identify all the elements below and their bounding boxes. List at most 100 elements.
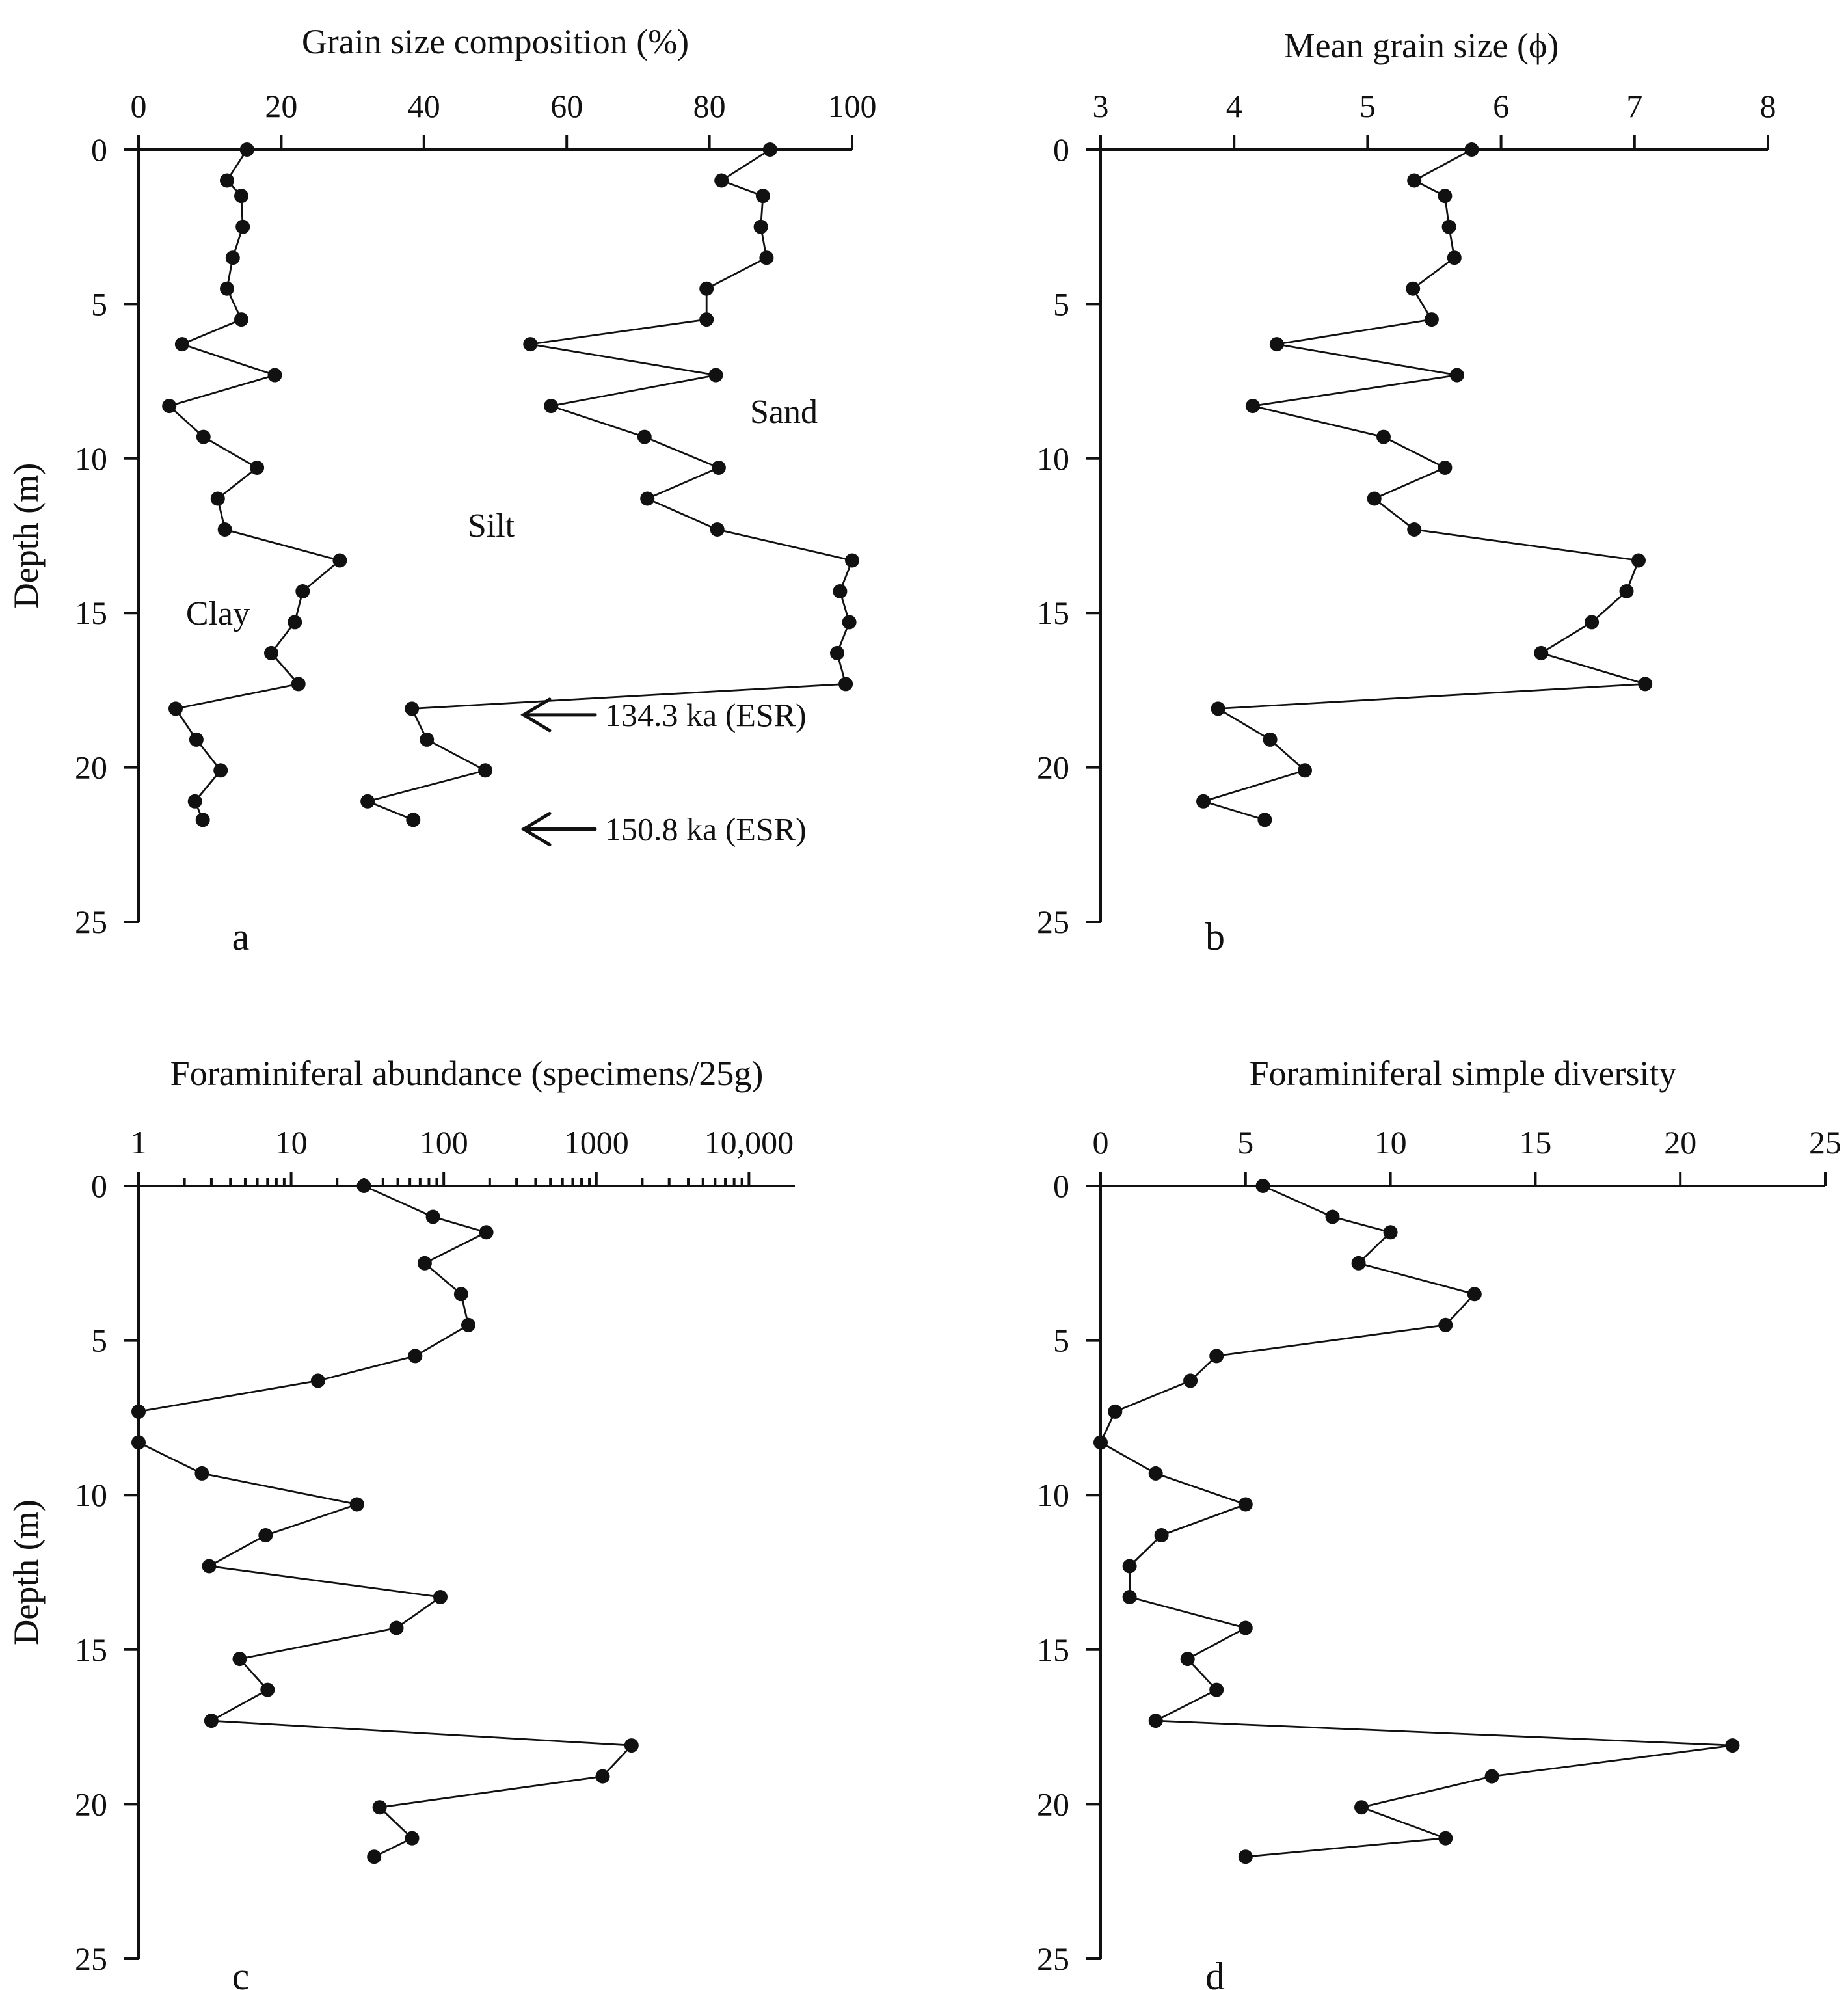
x-tick-label: 4	[1226, 88, 1242, 124]
data-point	[762, 142, 777, 157]
y-tick-label: 20	[75, 1786, 107, 1822]
arrow-head-icon	[520, 812, 552, 847]
x-tick-label: 40	[408, 88, 440, 124]
x-tick-label: 25	[1809, 1124, 1841, 1161]
x-tick-label: 20	[1664, 1124, 1696, 1161]
chart-title: Mean grain size (ϕ)	[1284, 26, 1559, 65]
data-point	[406, 813, 421, 827]
data-point	[1438, 461, 1453, 475]
data-point	[349, 1497, 364, 1512]
data-point	[1255, 1179, 1270, 1193]
series-line-simple-diversity	[1099, 1185, 1733, 1858]
data-point	[1263, 732, 1278, 747]
data-point	[356, 1179, 371, 1193]
data-point	[1484, 1769, 1499, 1784]
data-point	[1354, 1800, 1369, 1815]
x-tick-label: 1000	[564, 1124, 629, 1161]
data-point	[1093, 1435, 1108, 1450]
y-tick-label: 5	[1053, 286, 1069, 322]
panel-a: 0 20 40 60 80 100 0 5 10 15 20 25 Grain size composi…	[7, 22, 877, 958]
data-point	[210, 491, 225, 506]
y-tick-label: 25	[75, 904, 107, 940]
data-point	[838, 677, 853, 692]
chart-title: Foraminiferal abundance (specimens/25g)	[170, 1054, 764, 1093]
y-tick-label: 25	[75, 1941, 107, 1977]
y-axis-label: Depth (m)	[7, 1499, 46, 1645]
x-tick-label: 5	[1237, 1124, 1253, 1161]
y-tick-label: 20	[75, 749, 107, 786]
data-point	[544, 399, 559, 414]
arrow-head-icon	[520, 697, 552, 733]
data-point	[1180, 1652, 1195, 1667]
data-point	[1407, 173, 1422, 188]
data-point	[710, 522, 725, 537]
data-point	[235, 219, 250, 234]
chart-title: Foraminiferal simple diversity	[1250, 1054, 1677, 1093]
x-tick-label: 10,000	[704, 1124, 794, 1161]
data-point	[220, 281, 234, 296]
data-point	[234, 312, 248, 327]
data-point	[204, 1714, 219, 1728]
y-tick-label: 5	[91, 286, 107, 322]
data-point	[196, 429, 211, 444]
data-point	[1245, 399, 1260, 414]
data-point	[714, 173, 729, 188]
x-tick-label: 20	[265, 88, 297, 124]
data-point	[405, 1831, 420, 1846]
data-point	[372, 1800, 387, 1815]
data-point	[1154, 1528, 1169, 1542]
panel-label: a	[232, 915, 250, 958]
data-point	[187, 794, 202, 809]
data-point	[1196, 794, 1211, 809]
x-tick-label: 6	[1493, 88, 1509, 124]
data-point	[708, 368, 723, 383]
data-point	[1725, 1738, 1740, 1753]
data-point	[225, 250, 240, 265]
data-point	[1122, 1559, 1137, 1574]
data-point	[1438, 1831, 1453, 1846]
y-tick-label: 0	[91, 1168, 107, 1204]
data-point	[258, 1528, 273, 1542]
data-point	[478, 763, 493, 778]
data-point	[640, 491, 655, 506]
data-point	[250, 461, 265, 475]
data-point	[1424, 312, 1439, 327]
data-point	[1122, 1590, 1137, 1604]
panel-label: c	[232, 1955, 250, 1990]
y-tick-label: 20	[1037, 1786, 1069, 1822]
region-label-clay: Clay	[186, 595, 250, 632]
series-line-clay	[167, 149, 342, 820]
data-point	[1325, 1209, 1340, 1224]
data-point	[234, 189, 248, 204]
data-point	[195, 813, 210, 827]
data-point	[217, 522, 232, 537]
data-point	[213, 763, 228, 778]
data-point	[288, 615, 302, 630]
chart-title: Grain size composition (%)	[302, 22, 689, 61]
data-point	[131, 1435, 146, 1450]
data-point	[1534, 645, 1549, 660]
data-point	[1238, 1620, 1253, 1635]
data-point	[1351, 1256, 1366, 1271]
data-point	[637, 429, 652, 444]
data-point	[405, 701, 420, 716]
data-point	[260, 1682, 275, 1697]
y-tick-label: 10	[75, 1477, 107, 1513]
data-point	[624, 1738, 639, 1753]
data-point	[420, 732, 435, 747]
data-point	[1211, 701, 1225, 716]
data-point	[1441, 219, 1456, 234]
region-label-silt: Silt	[468, 507, 515, 545]
data-point	[1148, 1466, 1163, 1481]
y-tick-label: 0	[91, 131, 107, 168]
annotation-label: 134.3 ka (ESR)	[605, 697, 807, 733]
y-tick-label: 25	[1037, 1941, 1069, 1977]
data-point	[267, 368, 282, 383]
data-point	[1467, 1287, 1482, 1302]
data-point	[461, 1317, 475, 1332]
y-tick-label: 25	[1037, 904, 1069, 940]
y-tick-label: 10	[1037, 1477, 1069, 1513]
data-point	[417, 1256, 432, 1271]
data-point	[1638, 677, 1653, 692]
